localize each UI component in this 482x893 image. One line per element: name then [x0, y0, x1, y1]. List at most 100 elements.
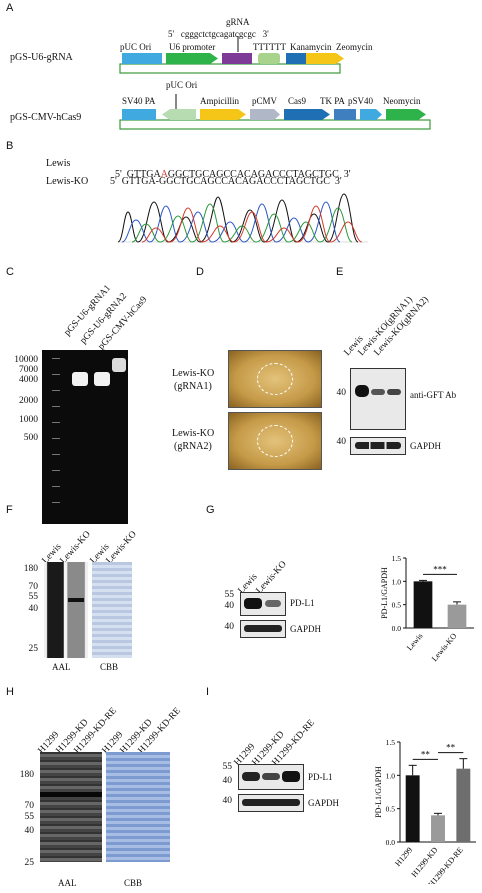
g-chart-bar-1	[447, 604, 467, 628]
band-pdl1-h1299	[242, 772, 260, 781]
marker-500: 500	[23, 433, 38, 443]
panelh-marker-180: 180	[19, 770, 34, 780]
cbb-gel-f	[92, 562, 132, 658]
seq-row1-label: Lewis	[46, 158, 71, 169]
cbb-gel-h	[106, 752, 170, 862]
marker-1000: 1000	[19, 415, 38, 425]
g-chart-xtick-label-1: Lewis-KO	[430, 631, 459, 663]
p1-feature-u6: U6 promoter	[169, 42, 216, 52]
dna-gel	[42, 350, 128, 524]
p1-feature-puc: pUC Ori	[120, 42, 152, 52]
p1-feature-zeomycin: Zeomycin	[336, 42, 373, 52]
paneli-mw-40a: 40	[222, 776, 233, 786]
panelh-marker-40: 40	[24, 826, 35, 836]
i-chart-bar-1	[431, 815, 445, 842]
band-gapdh-g	[244, 625, 282, 632]
colony-image-grna2	[228, 412, 322, 470]
panele-mw2: 40	[336, 437, 347, 447]
p1-feature-tttttt: TTTTTT	[253, 42, 286, 52]
g-chart-ytick-label-3: 1.5	[392, 554, 402, 563]
gel-band-lane3	[112, 358, 126, 372]
plasmid2-map	[119, 94, 431, 130]
p2-feature-puc: pUC Ori	[166, 80, 198, 90]
aal-h-band	[40, 792, 102, 797]
seq-row1-prefix: 5' GTTGA	[115, 169, 161, 180]
g-chart-ytick-label-2: 1.0	[392, 577, 402, 586]
marker-10000: 10000	[14, 355, 38, 365]
panele-mw1: 40	[336, 388, 347, 398]
paneli-band-pdl1: PD-L1	[308, 772, 333, 782]
p2-feature-pcmv: pCMV	[252, 96, 278, 106]
colony-image-grna1	[228, 350, 322, 408]
p2-feature-neomycin: Neomycin	[383, 96, 421, 106]
pcmv-arrow	[250, 109, 280, 120]
panelh-marker-55: 55	[24, 812, 35, 822]
paneli-mw-40b: 40	[222, 796, 233, 806]
panelf-marker-25: 25	[28, 644, 39, 654]
panel-label-a: A	[6, 2, 14, 14]
p2-feature-cas9: Cas9	[288, 96, 306, 106]
i-chart-bar-0	[405, 775, 420, 842]
band-pdl1-kd	[262, 773, 280, 780]
p2-feature-tkpa: TK PA	[320, 96, 345, 106]
panelf-stain-cbb: CBB	[100, 662, 119, 672]
gel-band-lane1	[72, 372, 88, 386]
band-gft-lewis	[355, 385, 369, 397]
i-chart-ytick-label-3: 1.5	[386, 738, 396, 747]
ladder	[52, 358, 60, 508]
seq-row2: 5' GTTGA-GGCTGCAGCCACAGACCCTAGCTGC 3'	[110, 176, 342, 187]
tttttt-box	[258, 53, 280, 64]
g-chart-bar-0	[413, 581, 433, 628]
panel-label-f: F	[6, 504, 13, 516]
band-gapdh-e	[355, 442, 401, 449]
i-chart-ytick-label-2: 1.0	[386, 771, 396, 780]
i-chart-xtick-label-0: H1299	[393, 846, 414, 868]
paneld-row1-line1: Lewis-KO	[172, 368, 215, 379]
p2-feature-ampicillin: Ampicillin	[200, 96, 239, 106]
gel-band-lane2	[94, 372, 110, 386]
panel-label-h: H	[6, 686, 14, 698]
panelg-band-pdl1: PD-L1	[290, 598, 315, 608]
panel-label-b: B	[6, 140, 14, 152]
aal-f-band	[68, 598, 84, 602]
i-chart-bar-2	[456, 768, 471, 842]
u6-promoter-arrow	[166, 53, 218, 64]
band-pdl1-ko	[265, 600, 281, 607]
panelg-lane2: Lewis-KO	[254, 559, 289, 596]
panele-ab2: GAPDH	[410, 441, 442, 451]
panelh-stain-cbb: CBB	[124, 878, 143, 888]
paneli-band-gapdh: GAPDH	[308, 798, 340, 808]
seq-row1: 5' GTTGAAGGCTGCAGCCACAGACCCTAGCTGC 3'	[110, 158, 351, 180]
sequencing-chromatogram	[118, 193, 368, 243]
panelf-marker-40: 40	[28, 604, 39, 614]
panel-label-e: E	[336, 266, 344, 278]
panelg-band-gapdh: GAPDH	[290, 624, 322, 634]
p2-feature-psv40: pSV40	[348, 96, 374, 106]
panel-label-i: I	[206, 686, 210, 698]
band-gft-ko1	[371, 389, 385, 395]
blot-gft	[350, 368, 406, 430]
panelh-marker-25: 25	[24, 858, 35, 868]
g-chart-y-label: PD-L1/GAPDH	[380, 567, 389, 619]
marker-4000: 4000	[19, 375, 38, 385]
colony-circle-2	[257, 425, 293, 457]
panelg-mw-55: 55	[224, 590, 235, 600]
grna-box	[222, 53, 252, 64]
i-chart-y-label: PD-L1/GAPDH	[374, 766, 383, 818]
paneld-row2-line2: (gRNA2)	[174, 441, 212, 452]
blot-pdl1-g	[240, 592, 286, 616]
bar-chart-i: 0.00.51.01.5PD-L1/GAPDHH1299H1299-KDH129…	[374, 738, 476, 884]
i-chart-sig-label-0: **	[421, 749, 431, 759]
tkpa-box	[334, 109, 356, 120]
plasmid2-name: pGS-CMV-hCas9	[10, 112, 82, 123]
aal-blot-f	[44, 562, 88, 658]
panelf-aal-lane2: Lewis-KO	[58, 529, 93, 566]
g-chart-ytick-label-1: 0.5	[392, 601, 402, 610]
blot-gapdh-i	[238, 794, 304, 812]
puc-ori-box	[122, 53, 162, 64]
plasmid1-name: pGS-U6-gRNA	[10, 52, 73, 63]
blot-gapdh-g	[240, 620, 286, 638]
p2-feature-sv40pa: SV40 PA	[122, 96, 156, 106]
band-gapdh-i	[242, 799, 300, 806]
grna-sequence: 5' cgggctctgcagatcgcgc 3'	[168, 29, 269, 39]
